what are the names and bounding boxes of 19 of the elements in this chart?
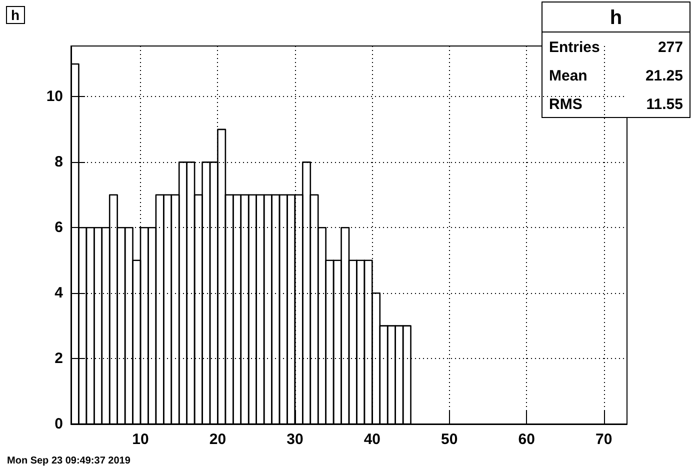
chart-title: h <box>11 7 20 23</box>
y-tick-label: 10 <box>46 88 63 106</box>
x-tick-label: 70 <box>595 431 612 448</box>
x-tick-label: 40 <box>364 431 381 448</box>
y-tick-label: 6 <box>54 219 63 236</box>
text: h <box>610 7 622 29</box>
y-tick-label: 8 <box>54 154 63 171</box>
x-tick-label: 10 <box>132 431 149 448</box>
x-tick-label: 20 <box>209 431 226 448</box>
x-tick-label: 50 <box>441 431 458 448</box>
text: Mon Sep 23 09:49:37 2019 <box>7 456 131 466</box>
x-tick-label: 60 <box>518 431 535 448</box>
x-tick-label: 30 <box>286 431 304 448</box>
y-tick-label: 0 <box>54 416 63 432</box>
y-tick-label: 2 <box>54 350 63 368</box>
text: RMS 11.55 <box>549 96 683 113</box>
text: Entries 277 <box>549 38 683 56</box>
y-tick-label: 4 <box>54 284 64 302</box>
text: Mean 21.25 <box>549 67 683 84</box>
